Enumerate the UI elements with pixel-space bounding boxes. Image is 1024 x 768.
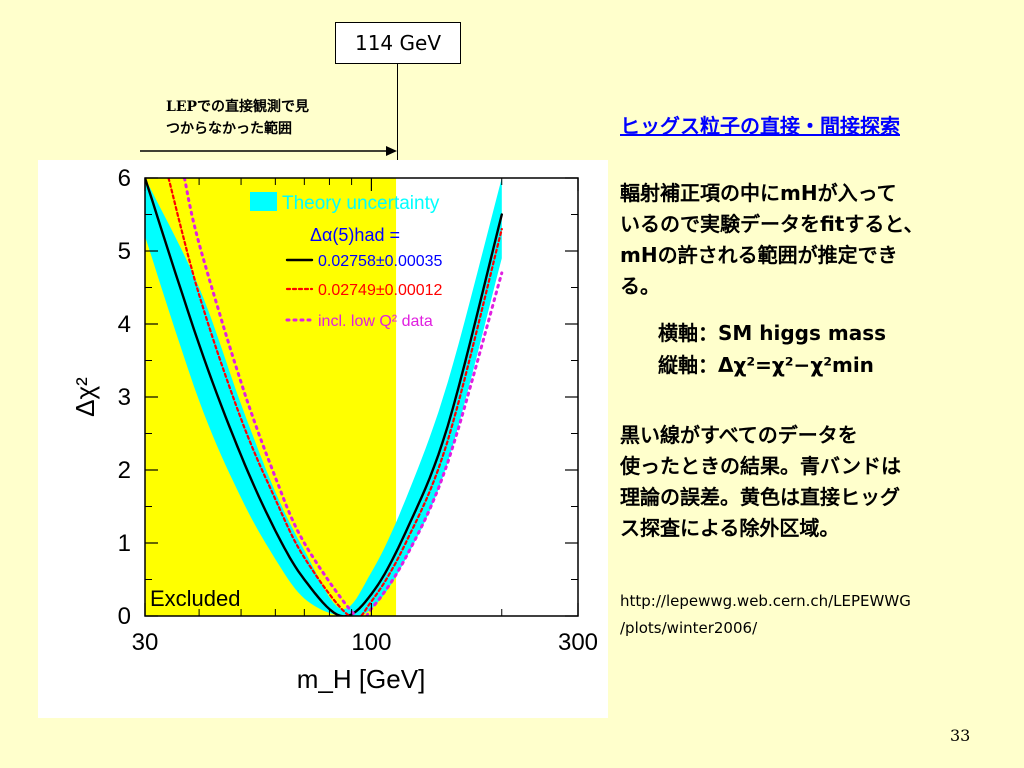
- theory-band: [145, 178, 502, 616]
- desc-line: る。: [620, 274, 660, 298]
- yaxis-note: 縦軸：Δχ²=χ²−χ²min: [658, 350, 874, 381]
- desc-line: mHの許される範囲が推定でき: [620, 243, 898, 267]
- y-tick-label: 0: [118, 603, 131, 630]
- desc-line: いるので実験データをfitすると、: [620, 212, 924, 236]
- description: 輻射補正項の中にmHが入って いるので実験データをfitすると、 mHの許される…: [620, 178, 1010, 302]
- url-line2[interactable]: /plots/winter2006/: [620, 619, 758, 637]
- x-axis-label: m_H [GeV]: [297, 664, 426, 694]
- yaxis-note-prefix: 縦軸：: [658, 353, 718, 377]
- x-tick-label: 30: [132, 629, 159, 656]
- lep-note: LEPでの直接観測で見 つからなかった範囲: [166, 96, 309, 140]
- series-line-2: [167, 178, 503, 616]
- legend-line: 黒い線がすべてのデータを: [620, 423, 858, 447]
- legend-header: Δα(5)had =: [310, 225, 400, 245]
- lep-note-line2: つからなかった範囲: [166, 121, 292, 137]
- mass-limit-label: 114 GeV: [354, 31, 441, 55]
- chi2-chart: 30 100 300 0 1 2 3 4 5 6 m_H [GeV] Δχ² Excluded Theor…: [70, 165, 598, 694]
- y-axis-label: Δχ²: [70, 377, 100, 417]
- source-url[interactable]: http://lepewwg.web.cern.ch/LEPEWWG /plot…: [620, 588, 1020, 642]
- legend-band-label: Theory uncertainty: [282, 193, 440, 214]
- legend-explanation: 黒い線がすべてのデータを 使ったときの結果。青バンドは 理論の誤差。黄色は直接ヒ…: [620, 420, 1010, 544]
- desc-line: 輻射補正項の中にmHが入って: [620, 181, 897, 205]
- url-line1[interactable]: http://lepewwg.web.cern.ch/LEPEWWG: [620, 592, 911, 610]
- y-tick-label: 3: [118, 384, 131, 411]
- lep-note-line1: LEPでの直接観測で見: [166, 99, 310, 115]
- legend-line: ス探査による除外区域。: [620, 516, 840, 540]
- legend-entry-3: incl. low Q² data: [318, 313, 433, 330]
- x-tick-label: 100: [351, 629, 391, 656]
- y-tick-label: 6: [118, 165, 131, 192]
- legend-line: 使ったときの結果。青バンドは: [620, 454, 901, 478]
- series-line-3: [182, 178, 504, 616]
- y-tick-label: 5: [118, 238, 131, 265]
- page-number: 33: [950, 726, 971, 745]
- y-tick-label: 2: [118, 457, 131, 484]
- y-tick-label: 4: [118, 311, 131, 338]
- xaxis-note: 横軸：SM higgs mass: [658, 321, 887, 345]
- excluded-label: Excluded: [150, 586, 241, 611]
- chart-panel: 30 100 300 0 1 2 3 4 5 6 m_H [GeV] Δχ² Excluded Theor…: [38, 160, 608, 718]
- legend-line: 理論の誤差。黄色は直接ヒッグ: [620, 485, 900, 509]
- mass-limit-line: [397, 64, 398, 186]
- x-tick-label: 300: [558, 629, 598, 656]
- yaxis-note-formula: Δχ²=χ²−χ²min: [718, 353, 874, 377]
- legend-band-swatch: [250, 192, 277, 211]
- legend-entry-1: 0.02758±0.00035: [318, 253, 443, 270]
- legend-entry-2: 0.02749±0.00012: [318, 282, 443, 299]
- y-tick-label: 1: [118, 530, 131, 557]
- slide-title: ヒッグス粒子の直接・間接探索: [620, 114, 900, 138]
- mass-limit-box: 114 GeV: [335, 22, 461, 64]
- series-line-1: [145, 178, 503, 616]
